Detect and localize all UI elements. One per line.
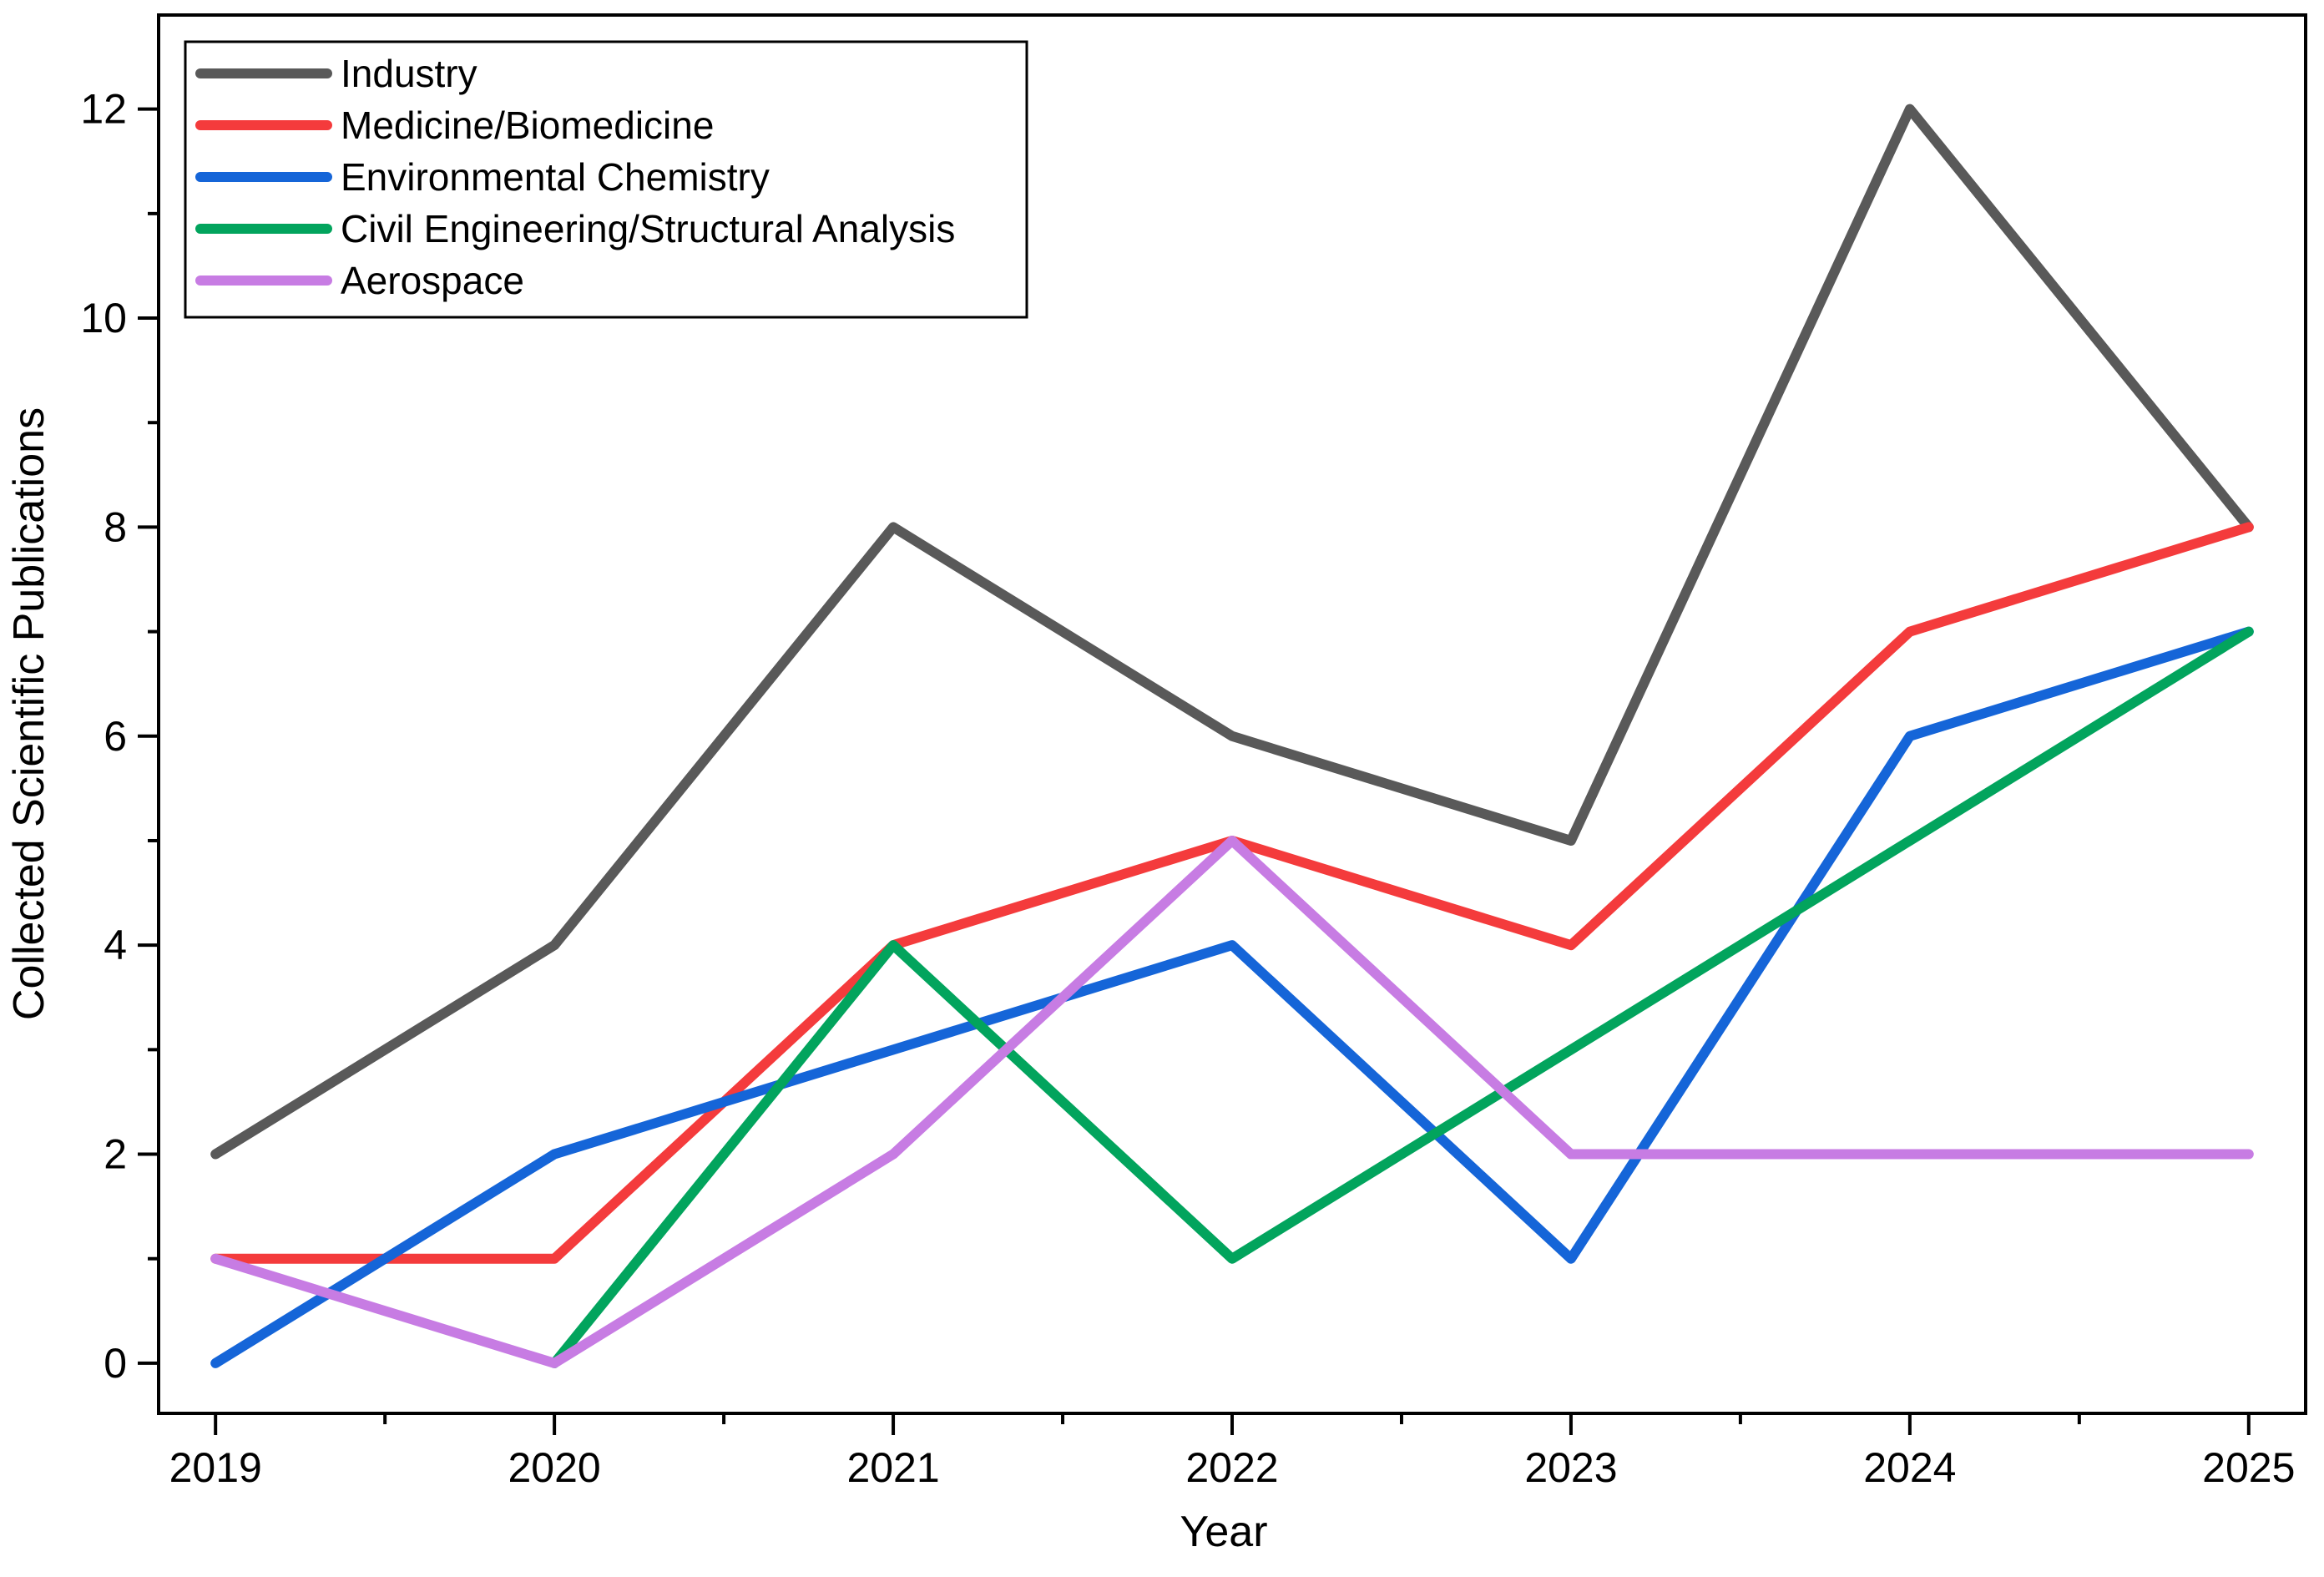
legend-label: Medicine/Biomedicine [341,104,714,147]
x-tick-label: 2019 [169,1444,262,1491]
x-axis-title: Year [1180,1508,1267,1556]
x-tick-label: 2020 [508,1444,601,1491]
x-tick-label: 2021 [846,1444,939,1491]
legend-label: Industry [341,52,477,95]
x-tick-label: 2023 [1524,1444,1617,1491]
legend-label: Environmental Chemistry [341,155,770,199]
axis-tick-labels: 0 2 4 6 8 10 12 2019 2020 2021 2022 2023 2024 2025 [80,86,2295,1491]
x-tick-label: 2022 [1185,1444,1278,1491]
x-tick-label: 2025 [2202,1444,2295,1491]
y-tick-label: 12 [80,86,127,133]
legend-label: Civil Engineering/Structural Analysis [341,207,955,250]
y-tick-label: 0 [104,1340,127,1387]
y-tick-label: 4 [104,922,127,968]
legend-label: Aerospace [341,259,524,302]
y-tick-label: 2 [104,1131,127,1178]
legend: Industry Medicine/Biomedicine Environmenta… [184,40,1028,319]
axis-ticks [138,107,2251,1435]
y-tick-label: 10 [80,295,127,341]
y-tick-label: 6 [104,713,127,760]
data-series-lines [210,104,2254,1368]
x-tick-label: 2024 [1863,1444,1956,1491]
series-line-civil-engineering-structural-analysis [549,626,2254,1368]
y-axis-title: Collected Scientific Publications [5,407,53,1020]
series-line-aerospace [210,835,2254,1368]
series-line-medicine-biomedicine [210,522,2254,1264]
series-line-environmental-chemistry [210,626,2254,1368]
series-line-industry [210,104,2254,1160]
y-tick-label: 8 [104,503,127,550]
